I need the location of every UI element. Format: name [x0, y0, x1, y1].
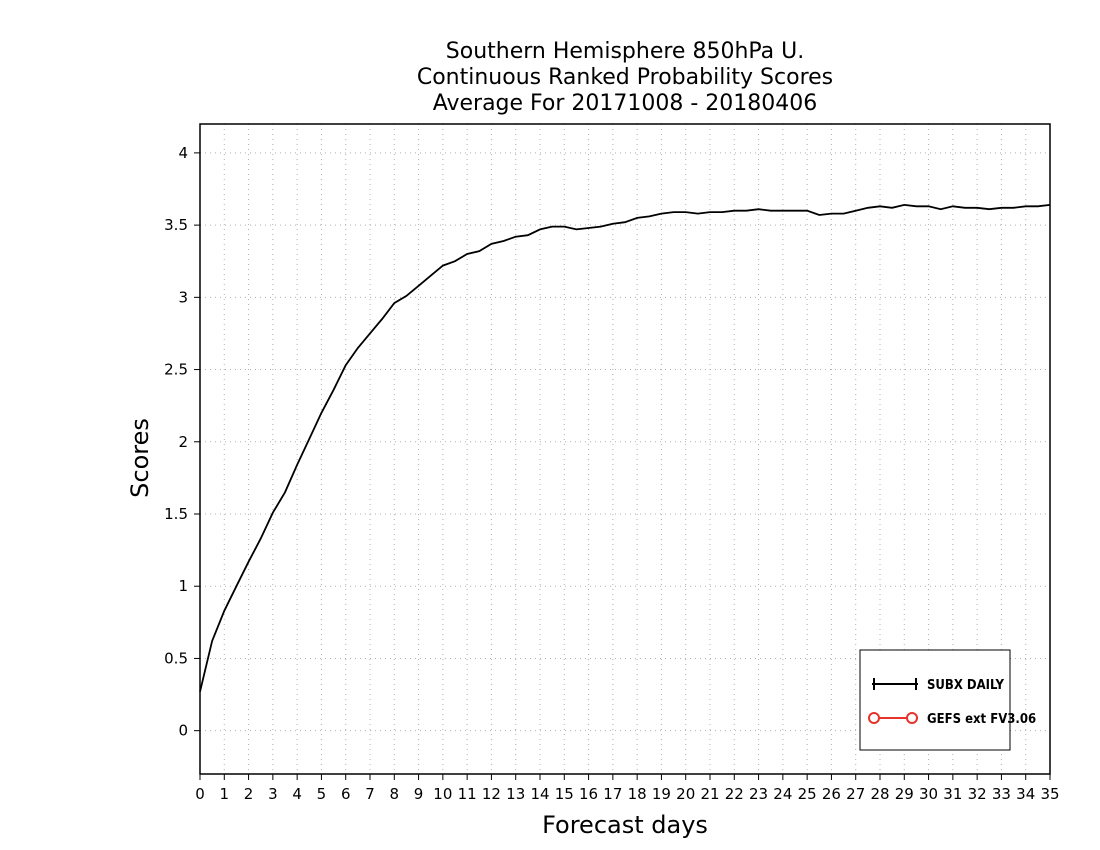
x-tick-label: 15: [555, 785, 574, 803]
y-axis-label: Scores: [126, 418, 154, 498]
y-tick-label: 2: [178, 433, 188, 451]
x-tick-label: 30: [919, 785, 938, 803]
x-tick-label: 18: [628, 785, 647, 803]
y-tick-label: 2.5: [164, 361, 188, 379]
x-tick-label: 5: [317, 785, 327, 803]
series-line-subx-daily: [199, 203, 1051, 692]
chart-title-line-1: Southern Hemisphere 850hPa U.: [446, 39, 804, 64]
legend-circle-marker-icon: [906, 712, 918, 724]
x-tick-label: 6: [341, 785, 351, 803]
x-tick-label: 22: [725, 785, 744, 803]
x-tick-label: 19: [652, 785, 671, 803]
x-axis-label: Forecast days: [542, 811, 708, 839]
x-tick-label: 35: [1040, 785, 1059, 803]
legend: SUBX DAILY GEFS ext FV3.06: [859, 649, 1036, 751]
x-tick-label: 29: [895, 785, 914, 803]
x-tick-label: 23: [749, 785, 768, 803]
y-tick-label: 1: [178, 577, 188, 595]
legend-entry-gefs: GEFS ext FV3.06: [868, 712, 1036, 727]
x-tick-label: 27: [846, 785, 865, 803]
tick-marks: [194, 152, 1051, 780]
x-tick-label: 26: [822, 785, 841, 803]
x-tick-label: 25: [798, 785, 817, 803]
x-tick-label: 8: [390, 785, 400, 803]
x-tick-label: 13: [506, 785, 525, 803]
y-tick-label: 1.5: [164, 505, 188, 523]
legend-label-subx-daily: SUBX DAILY: [927, 678, 1004, 693]
x-tick-label: 2: [244, 785, 254, 803]
x-tick-label: 32: [968, 785, 987, 803]
x-tick-label: 14: [530, 785, 549, 803]
x-tick-label: 9: [414, 785, 424, 803]
x-tick-label: 0: [195, 785, 205, 803]
legend-circle-marker-icon: [868, 712, 880, 724]
x-tick-label: 3: [268, 785, 278, 803]
x-tick-label: 34: [1016, 785, 1035, 803]
grid: [200, 124, 1050, 774]
x-tick-label: 12: [482, 785, 501, 803]
x-tick-label: 33: [992, 785, 1011, 803]
x-tick-label: 16: [579, 785, 598, 803]
y-tick-label: 0.5: [164, 649, 188, 667]
x-tick-label: 31: [943, 785, 962, 803]
x-tick-label: 28: [870, 785, 889, 803]
x-tick-label: 20: [676, 785, 695, 803]
series-layer: [199, 203, 1051, 692]
x-tick-label: 7: [365, 785, 375, 803]
y-tick-label: 3.5: [164, 216, 188, 234]
x-tick-label: 24: [773, 785, 792, 803]
legend-entry-subx-daily: SUBX DAILY: [872, 678, 1004, 693]
x-tick-label: 17: [603, 785, 622, 803]
y-tick-label: 0: [178, 722, 188, 740]
x-tick-label: 10: [433, 785, 452, 803]
x-tick-label: 4: [292, 785, 302, 803]
legend-box: [859, 649, 1011, 751]
y-tick-label: 4: [178, 144, 188, 162]
legend-label-gefs: GEFS ext FV3.06: [927, 712, 1036, 727]
chart-title-line-2: Continuous Ranked Probability Scores: [417, 65, 833, 90]
x-tick-label: 11: [458, 785, 477, 803]
x-tick-label: 21: [700, 785, 719, 803]
y-tick-label: 3: [178, 288, 188, 306]
x-tick-label: 1: [220, 785, 230, 803]
plot-frame: [199, 123, 1051, 775]
chart-title-line-3: Average For 20171008 - 20180406: [433, 91, 818, 116]
